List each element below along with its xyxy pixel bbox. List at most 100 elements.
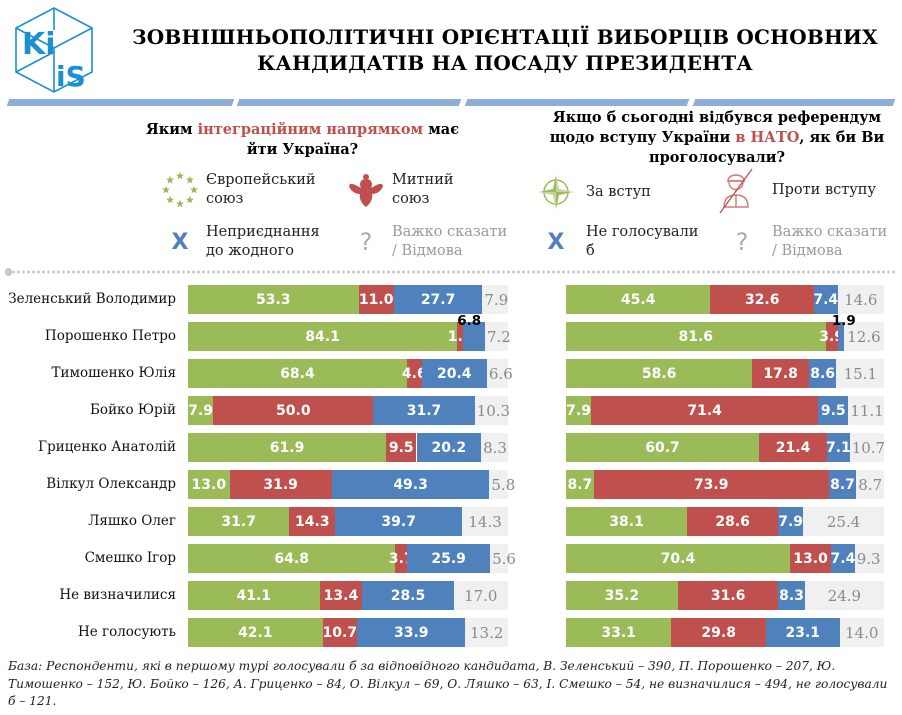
data-label: 5.6 [492, 549, 516, 568]
data-label: 12.6 [847, 327, 881, 346]
data-label: 8.7 [830, 476, 855, 493]
data-label: 14.3 [295, 513, 330, 530]
bar-segment: 61.9 [188, 433, 387, 462]
data-label: 81.6 [678, 328, 714, 345]
legend-hard-to-say: ? Важко сказати / Відмова [346, 222, 507, 262]
data-label: 64.8 [274, 550, 309, 567]
header-band [6, 99, 235, 106]
data-label: 29.8 [701, 624, 736, 641]
bar-segment: 31.6 [677, 581, 779, 610]
data-label: 10.3 [476, 401, 511, 420]
bar-segment: 84.1 [188, 322, 458, 351]
left-question: Яким інтеграційним напрямком має йти Укр… [130, 120, 475, 160]
data-label: 38.1 [609, 513, 644, 530]
bar-segment: 8.7 [856, 470, 884, 499]
data-label: 25.4 [826, 512, 861, 531]
legend-label: За вступ [586, 183, 651, 200]
row-label: Ляшко Олег [88, 513, 176, 529]
bar-segment: 14.0 [839, 618, 884, 647]
bar-segment: 7.9 [188, 396, 214, 425]
legend-label: союз [206, 191, 244, 207]
bar-segment: 25.4 [803, 507, 884, 536]
data-label: 68.4 [280, 365, 315, 382]
data-label: 14.0 [845, 623, 879, 642]
eu-star [185, 195, 194, 204]
bar-segment: 11.0 [358, 285, 394, 314]
question-text: має [423, 121, 460, 138]
bar-segment: 27.7 [393, 285, 483, 314]
row-label: Гриценко Анатолій [38, 439, 176, 455]
bar-segment: 81.6 [566, 322, 826, 351]
bar-segment [463, 322, 485, 351]
legend-customs-union: Митний союз [346, 170, 454, 210]
header-band [692, 99, 896, 106]
bar-segment: 20.4 [421, 359, 487, 388]
question-text: йти Україна? [246, 141, 359, 158]
data-label: 27.7 [420, 291, 456, 308]
question-icon: ? [735, 228, 749, 256]
legend-label: Європейський [206, 172, 316, 188]
bar-segment: 73.9 [593, 470, 829, 499]
row-label: Смешко Ігор [84, 550, 176, 566]
bar-segment: 14.6 [837, 285, 884, 314]
kiis-logo: Ki iS [15, 7, 93, 93]
bar-segment: 9.5 [386, 433, 417, 462]
bar-segment: 8.3 [481, 433, 508, 462]
data-label: 7.4 [830, 550, 856, 567]
eu-star [162, 185, 170, 194]
bar-segment: 15.1 [836, 359, 885, 388]
data-label: 17.8 [763, 365, 798, 382]
data-label: 32.6 [744, 291, 780, 308]
data-label: 35.2 [604, 587, 640, 604]
data-label: 31.9 [263, 476, 298, 493]
bar-segment: 31.7 [373, 396, 475, 425]
data-label: 7.9 [484, 290, 509, 309]
data-label: 13.4 [323, 587, 359, 604]
bar-segment: 7.4 [831, 544, 855, 573]
footnote: База: Респонденти, які в першому турі го… [8, 659, 888, 708]
bar-segment: 7.9 [566, 396, 592, 425]
bar-segment: 50.0 [213, 396, 374, 425]
bar-segment: 14.3 [462, 507, 508, 536]
data-label: 31.7 [221, 513, 256, 530]
bar-segment: 17.8 [752, 359, 809, 388]
question-text: Яким [145, 121, 198, 138]
data-label: 15.1 [843, 364, 877, 383]
bar-segment: 68.4 [188, 359, 407, 388]
bar-segment: 31.7 [188, 507, 290, 536]
question-accent: в НАТО [735, 129, 800, 146]
question-accent: інтеграційним напрямком [197, 121, 424, 138]
bar-segment: 24.9 [804, 581, 884, 610]
data-label: 11.1 [850, 401, 884, 420]
nato-compass-icon [539, 175, 573, 209]
x-icon: X [171, 229, 189, 255]
legend-for-nato: За вступ [536, 172, 651, 212]
bar-segment: 7.4 [813, 285, 839, 314]
bar-segment: 11.1 [848, 396, 884, 425]
data-label: 7.9 [778, 513, 804, 530]
data-label: 49.3 [393, 476, 428, 493]
bar-segment: 29.8 [671, 618, 767, 647]
data-label: 7.4 [813, 291, 839, 308]
question-text: щодо вступу України [549, 129, 736, 146]
data-label: 31.7 [406, 402, 442, 419]
header-band [236, 99, 462, 106]
bar-segment: 31.9 [229, 470, 332, 499]
data-label: 21.4 [775, 439, 811, 456]
right-question: Якщо б сьогодні відбувся референдум щодо… [532, 108, 902, 168]
bar-segment: 42.1 [188, 618, 323, 647]
data-label: 14.6 [844, 290, 878, 309]
legend-label: Не голосували [586, 224, 699, 240]
bar-segment: 9.5 [818, 396, 849, 425]
data-label: 23.1 [785, 624, 821, 641]
bar-segment: 21.4 [759, 433, 828, 462]
data-label: 5.8 [491, 475, 516, 494]
data-label: 33.9 [393, 624, 429, 641]
question-text: проголосували? [649, 149, 785, 166]
bar-segment [837, 322, 844, 351]
bar-segment: 41.1 [188, 581, 320, 610]
legend-label: / Відмова [772, 243, 843, 259]
title-line-1: ЗОВНІШНЬОПОЛІТИЧНІ ОРІЄНТАЦІЇ ВИБОРЦІВ О… [132, 25, 878, 49]
row-label: Не визначилися [59, 587, 176, 603]
logo-text-is: iS [56, 60, 86, 93]
